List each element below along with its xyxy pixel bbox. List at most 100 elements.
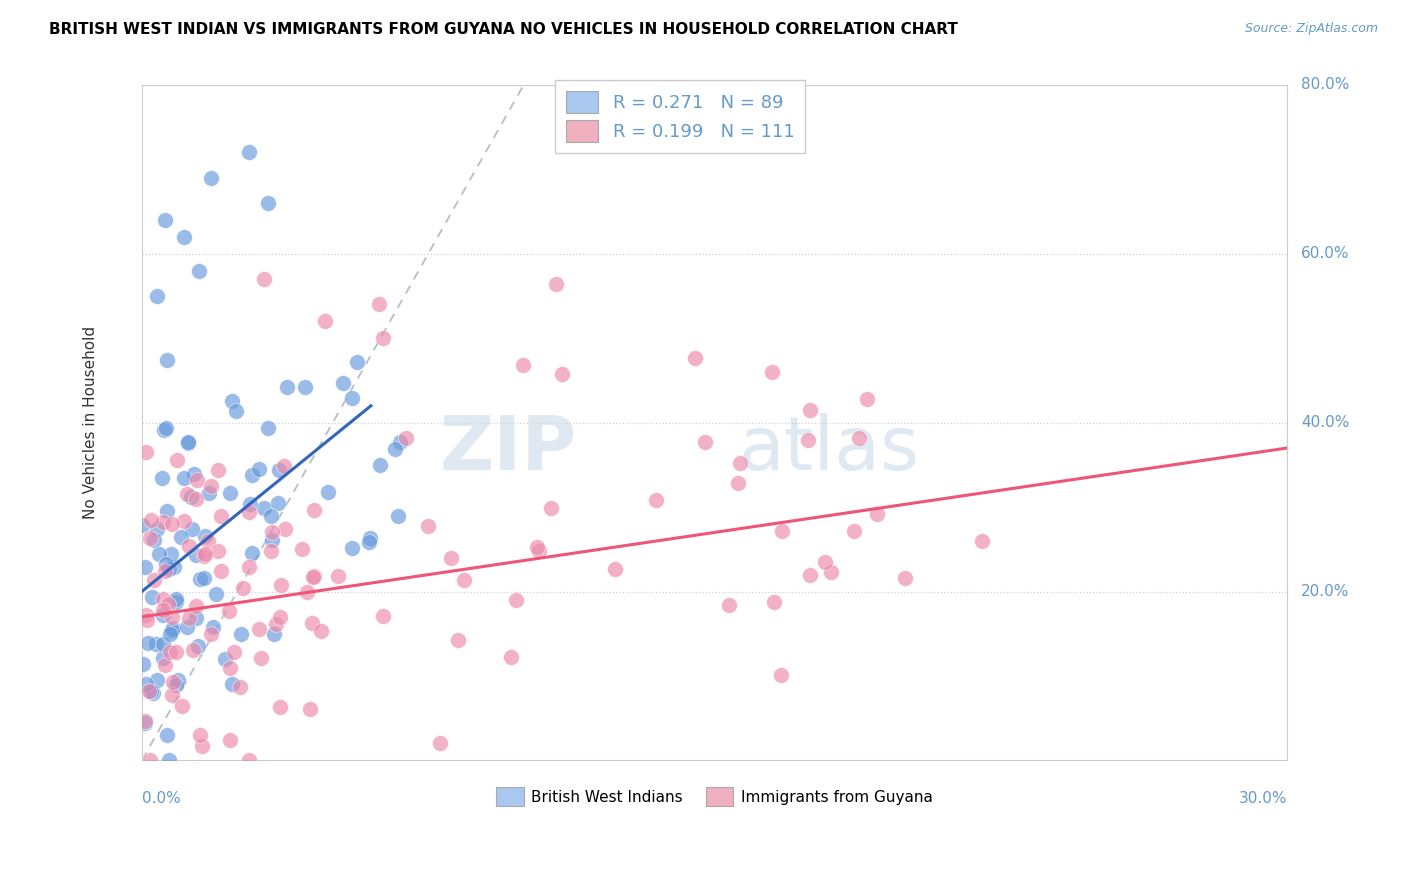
- Point: [529, 544, 551, 558]
- Point: [156, 728, 179, 742]
- Point: [135, 677, 157, 691]
- Text: 30.0%: 30.0%: [1239, 791, 1288, 805]
- Point: [173, 514, 195, 528]
- Point: [229, 680, 252, 694]
- Point: [162, 516, 184, 531]
- Point: [219, 486, 242, 500]
- Point: [162, 621, 184, 635]
- Point: [240, 546, 263, 560]
- Point: [257, 421, 280, 435]
- Point: [135, 613, 157, 627]
- Point: [159, 547, 181, 561]
- Point: [247, 622, 270, 636]
- Point: [188, 572, 211, 586]
- Point: [222, 645, 245, 659]
- Point: [148, 548, 170, 562]
- Point: [309, 624, 332, 638]
- Text: No Vehicles in Household: No Vehicles in Household: [83, 326, 98, 519]
- Point: [298, 702, 321, 716]
- Point: [232, 581, 254, 595]
- Point: [166, 452, 188, 467]
- Point: [301, 615, 323, 630]
- Point: [200, 627, 222, 641]
- Point: [135, 445, 157, 459]
- Point: [302, 570, 325, 584]
- Point: [269, 463, 291, 477]
- Point: [132, 657, 155, 672]
- Point: [214, 652, 236, 666]
- Point: [159, 645, 181, 659]
- Point: [603, 562, 626, 576]
- Point: [153, 213, 176, 227]
- Point: [314, 314, 336, 328]
- Point: [209, 564, 232, 578]
- Point: [145, 637, 167, 651]
- Point: [134, 714, 156, 728]
- Point: [269, 610, 291, 624]
- Point: [266, 496, 288, 510]
- Point: [188, 263, 211, 277]
- Point: [200, 479, 222, 493]
- Point: [240, 468, 263, 483]
- Point: [165, 595, 187, 609]
- Point: [198, 485, 221, 500]
- Point: [145, 673, 167, 687]
- Point: [202, 620, 225, 634]
- Point: [526, 540, 548, 554]
- Point: [155, 558, 177, 572]
- Text: 0.0%: 0.0%: [142, 791, 180, 805]
- Point: [387, 509, 409, 524]
- Text: atlas: atlas: [738, 413, 920, 486]
- Point: [141, 513, 163, 527]
- Point: [205, 586, 228, 600]
- Point: [357, 535, 380, 549]
- Text: 80.0%: 80.0%: [1301, 78, 1350, 93]
- Point: [820, 566, 842, 580]
- Point: [544, 277, 567, 292]
- Point: [165, 678, 187, 692]
- Point: [273, 459, 295, 474]
- Point: [221, 677, 243, 691]
- Point: [193, 571, 215, 585]
- Point: [186, 611, 208, 625]
- Text: 40.0%: 40.0%: [1301, 415, 1350, 430]
- Point: [270, 578, 292, 592]
- Point: [269, 700, 291, 714]
- Point: [894, 571, 917, 585]
- Point: [152, 650, 174, 665]
- Point: [453, 573, 475, 587]
- Point: [367, 297, 389, 311]
- Point: [200, 170, 222, 185]
- Point: [799, 403, 821, 417]
- Point: [135, 607, 157, 622]
- Point: [797, 434, 820, 448]
- Point: [499, 649, 522, 664]
- Point: [856, 392, 879, 406]
- Point: [440, 551, 463, 566]
- Point: [326, 569, 349, 583]
- Point: [177, 611, 200, 625]
- Point: [540, 501, 562, 516]
- Point: [131, 517, 153, 532]
- Point: [429, 736, 451, 750]
- Point: [294, 379, 316, 393]
- Point: [238, 145, 260, 160]
- Point: [162, 675, 184, 690]
- Point: [152, 603, 174, 617]
- Point: [373, 330, 395, 344]
- Point: [155, 421, 177, 435]
- Point: [260, 533, 283, 547]
- Point: [194, 529, 217, 543]
- Point: [368, 458, 391, 472]
- Point: [186, 473, 208, 487]
- Point: [770, 524, 793, 538]
- Point: [165, 591, 187, 606]
- Point: [181, 522, 204, 536]
- Point: [153, 657, 176, 672]
- Point: [152, 515, 174, 529]
- Point: [371, 608, 394, 623]
- Point: [197, 534, 219, 549]
- Point: [290, 541, 312, 556]
- Point: [194, 547, 217, 561]
- Point: [769, 667, 792, 681]
